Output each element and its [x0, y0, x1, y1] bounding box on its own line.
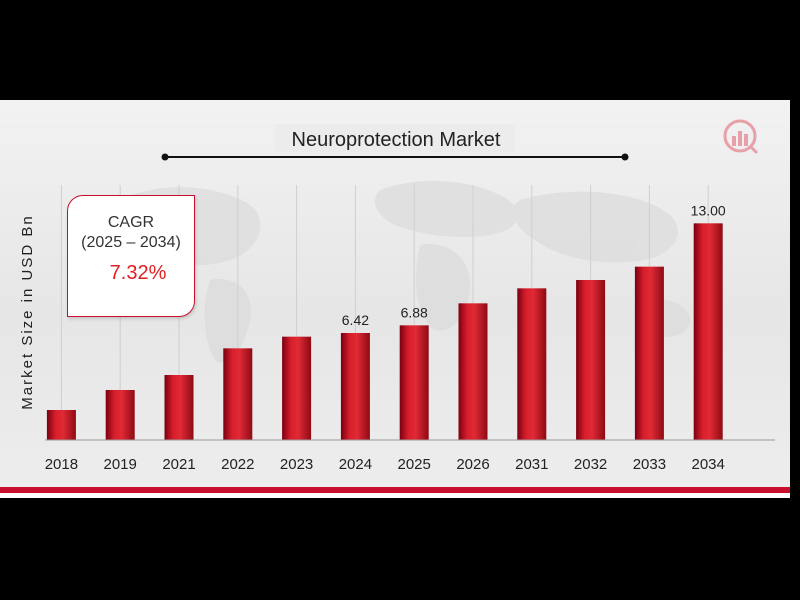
x-tick-label-2034: 2034: [692, 456, 725, 473]
x-tick-label-2024: 2024: [339, 456, 372, 473]
bar-2034: [693, 223, 723, 440]
x-tick-labels: 2018 2019 2021 2022 2023 2024 2025 2026 2031 2032…: [45, 456, 725, 473]
cagr-label: CAGR: [107, 214, 155, 231]
x-tick-label-2018: 2018: [45, 456, 78, 473]
bar-2031: [517, 288, 547, 440]
cagr-callout: CAGR (2025 – 2034) 7.32%: [67, 195, 195, 317]
bar-2033: [634, 266, 664, 440]
cagr-value: 7.32%: [109, 262, 167, 284]
bars: [46, 223, 723, 440]
brand-logo-icon: [723, 119, 759, 155]
bar-2024: [340, 333, 370, 440]
data-label-2025: 6.88: [401, 304, 428, 320]
cagr-period: (2025 – 2034): [81, 234, 181, 251]
x-tick-label-2033: 2033: [633, 456, 666, 473]
bar-2023: [282, 336, 312, 440]
title-rule-dot-left: [161, 153, 169, 161]
data-label-2034: 13.00: [691, 202, 726, 218]
chart-title: Neuroprotection Market: [292, 129, 501, 151]
bar-2026: [458, 303, 488, 440]
y-axis-label: Market Size in USD Bn: [19, 214, 36, 409]
x-tick-label-2032: 2032: [574, 456, 607, 473]
x-tick-label-2022: 2022: [221, 456, 254, 473]
footer-white-bar: [0, 493, 790, 498]
data-label-2024: 6.42: [342, 312, 369, 328]
footer-accent-bar: [0, 487, 790, 493]
x-tick-label-2021: 2021: [162, 456, 195, 473]
bar-2025: [399, 325, 429, 440]
x-tick-label-2025: 2025: [398, 456, 431, 473]
title-backdrop: [275, 124, 515, 152]
title-rule-dot-right: [621, 153, 629, 161]
x-tick-label-2019: 2019: [104, 456, 137, 473]
bar-2022: [223, 348, 253, 440]
x-tick-label-2023: 2023: [280, 456, 313, 473]
bar-2032: [576, 280, 606, 440]
x-tick-label-2026: 2026: [456, 456, 489, 473]
bar-2019: [105, 390, 135, 440]
bar-2018: [46, 410, 76, 440]
bar-2021: [164, 375, 194, 440]
x-tick-label-2031: 2031: [515, 456, 548, 473]
data-labels: 6.42 6.88 13.00: [342, 202, 726, 328]
